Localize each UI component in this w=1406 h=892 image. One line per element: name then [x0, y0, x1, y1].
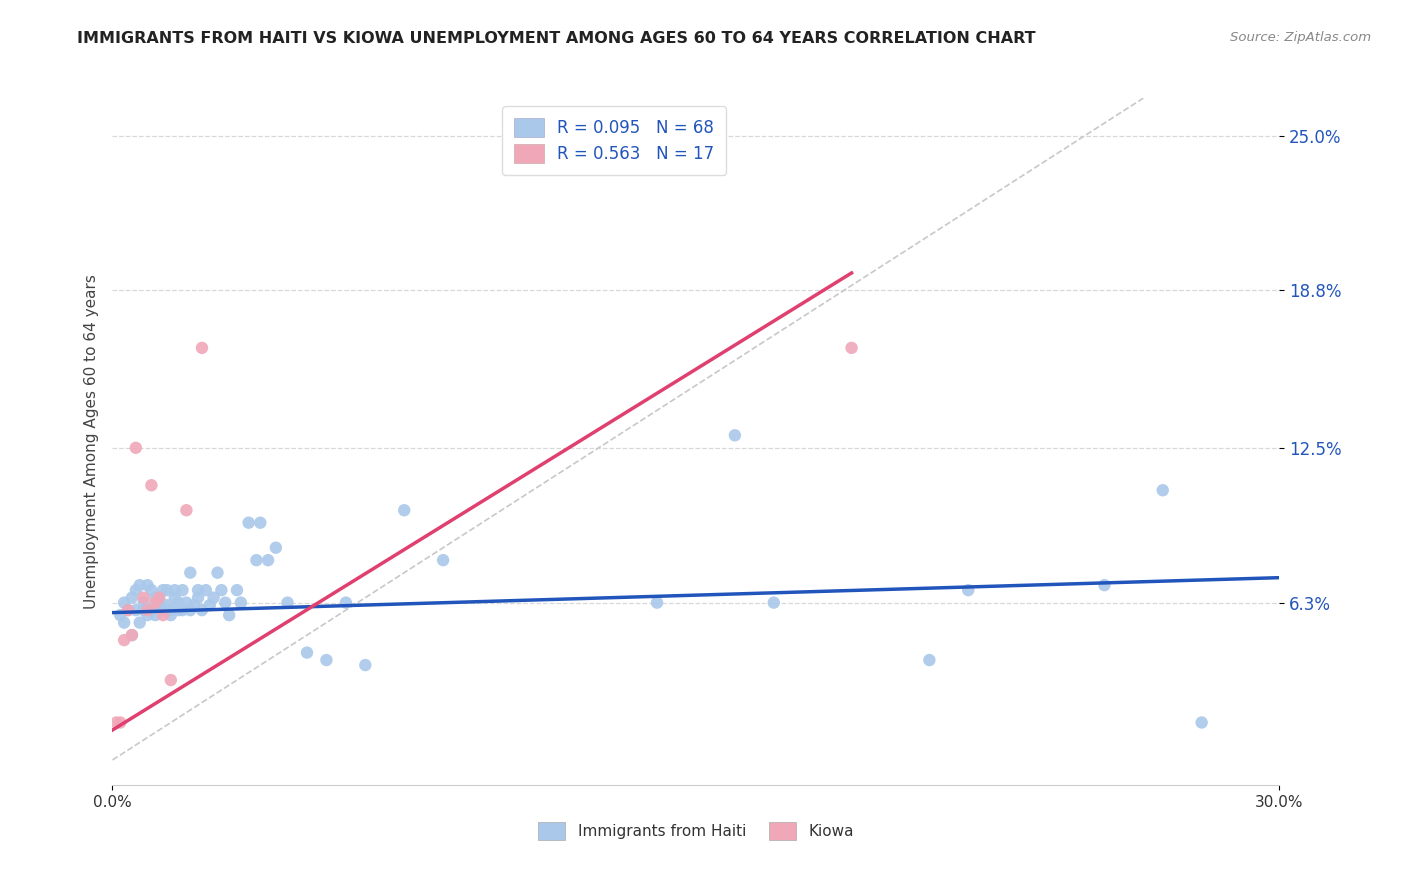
Point: [918, 653, 941, 667]
Point: [187, 583, 209, 598]
Point: [160, 673, 183, 687]
Point: [152, 583, 174, 598]
Point: [148, 598, 170, 612]
Point: [136, 603, 159, 617]
Point: [117, 603, 139, 617]
Point: [214, 596, 236, 610]
Point: [136, 578, 159, 592]
Point: [125, 603, 148, 617]
Point: [110, 715, 132, 730]
Point: [110, 608, 132, 623]
Point: [136, 608, 159, 623]
Point: [172, 583, 194, 598]
Point: [141, 603, 163, 617]
Point: [167, 596, 190, 610]
Point: [238, 516, 260, 530]
Point: [163, 591, 186, 605]
Point: [1094, 578, 1116, 592]
Point: [121, 591, 143, 605]
Point: [841, 341, 863, 355]
Point: [295, 646, 318, 660]
Point: [176, 596, 198, 610]
Point: [143, 591, 166, 605]
Point: [218, 608, 240, 623]
Point: [141, 478, 163, 492]
Point: [143, 596, 166, 610]
Point: [172, 603, 194, 617]
Point: [167, 603, 190, 617]
Point: [191, 341, 214, 355]
Point: [724, 428, 747, 442]
Point: [245, 553, 267, 567]
Point: [226, 583, 249, 598]
Point: [125, 441, 148, 455]
Point: [117, 603, 139, 617]
Point: [121, 628, 143, 642]
Point: [315, 653, 337, 667]
Point: [957, 583, 980, 598]
Point: [156, 598, 179, 612]
Point: [132, 596, 155, 610]
Point: [685, 153, 707, 168]
Point: [179, 603, 201, 617]
Point: [112, 615, 135, 630]
Point: [1152, 483, 1174, 498]
Text: Source: ZipAtlas.com: Source: ZipAtlas.com: [1230, 31, 1371, 45]
Point: [194, 583, 217, 598]
Point: [762, 596, 785, 610]
Point: [335, 596, 357, 610]
Point: [249, 516, 271, 530]
Point: [276, 596, 298, 610]
Y-axis label: Unemployment Among Ages 60 to 64 years: Unemployment Among Ages 60 to 64 years: [83, 274, 98, 609]
Point: [148, 591, 170, 605]
Point: [176, 503, 198, 517]
Point: [152, 603, 174, 617]
Point: [207, 566, 229, 580]
Text: IMMIGRANTS FROM HAITI VS KIOWA UNEMPLOYMENT AMONG AGES 60 TO 64 YEARS CORRELATIO: IMMIGRANTS FROM HAITI VS KIOWA UNEMPLOYM…: [77, 31, 1036, 46]
Point: [432, 553, 454, 567]
Point: [354, 658, 377, 673]
Point: [645, 596, 668, 610]
Point: [128, 578, 150, 592]
Point: [156, 583, 179, 598]
Point: [112, 596, 135, 610]
Point: [191, 603, 214, 617]
Point: [112, 633, 135, 648]
Point: [132, 603, 155, 617]
Point: [148, 591, 170, 605]
Point: [152, 608, 174, 623]
Point: [202, 591, 225, 605]
Point: [1191, 715, 1213, 730]
Point: [187, 591, 209, 605]
Point: [163, 583, 186, 598]
Point: [128, 615, 150, 630]
Point: [183, 598, 205, 612]
Point: [143, 608, 166, 623]
Point: [257, 553, 280, 567]
Point: [160, 603, 183, 617]
Point: [121, 628, 143, 642]
Point: [132, 591, 155, 605]
Point: [198, 598, 221, 612]
Point: [394, 503, 416, 517]
Point: [229, 596, 252, 610]
Point: [125, 583, 148, 598]
Point: [160, 608, 183, 623]
Point: [179, 566, 201, 580]
Legend: Immigrants from Haiti, Kiowa: Immigrants from Haiti, Kiowa: [531, 816, 860, 846]
Point: [141, 583, 163, 598]
Point: [264, 541, 287, 555]
Point: [105, 715, 128, 730]
Point: [209, 583, 232, 598]
